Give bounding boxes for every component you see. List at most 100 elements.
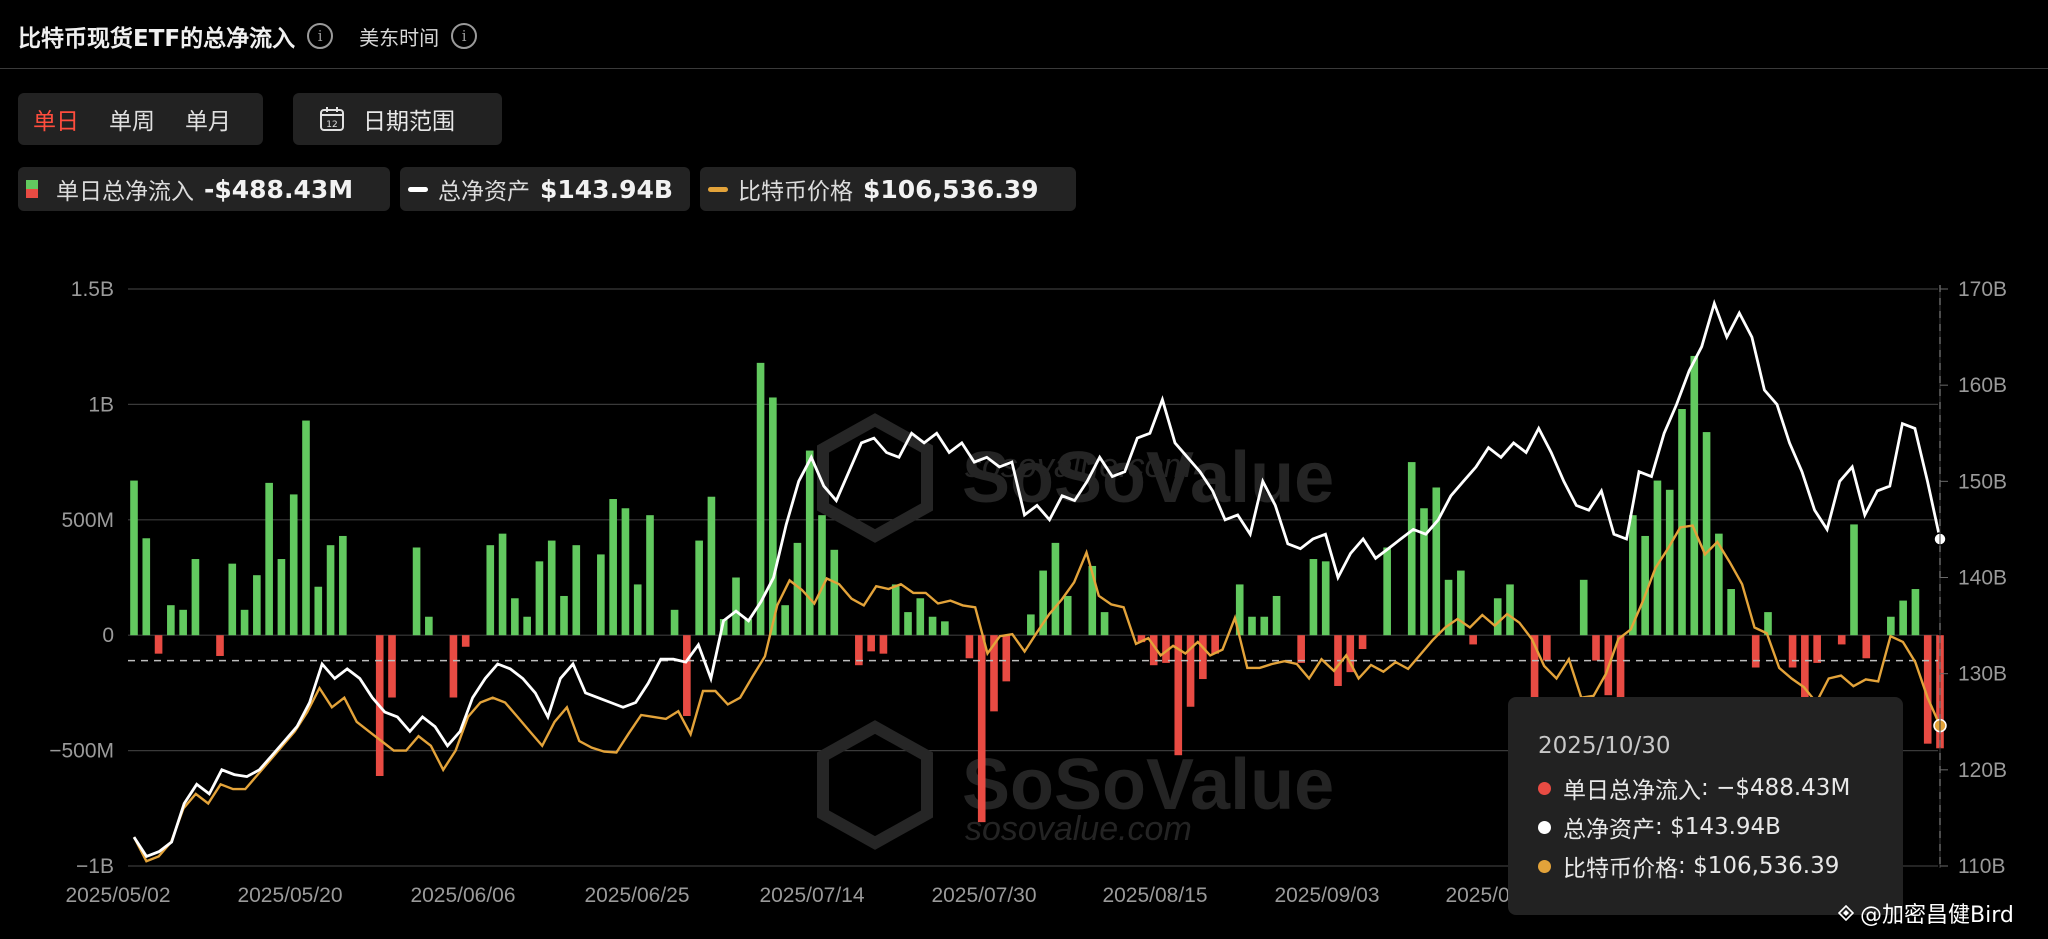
bar-inflow <box>1899 600 1907 636</box>
bar-outflow <box>879 635 888 654</box>
bar-inflow <box>1629 515 1637 636</box>
bar-outflow <box>1837 635 1846 645</box>
bar-inflow <box>1493 598 1502 636</box>
bar-outflow <box>1616 635 1625 703</box>
bar-outflow <box>1801 635 1809 698</box>
inflow-bars <box>130 355 1944 823</box>
bar-inflow <box>289 494 298 636</box>
bar-outflow <box>867 635 875 652</box>
page-title: 比特币现货ETF的总净流入 <box>18 26 296 52</box>
bar-inflow <box>277 559 286 636</box>
binance-logo-icon <box>1838 905 1854 921</box>
info-icon[interactable]: i <box>307 23 334 49</box>
bar-inflow <box>756 362 765 636</box>
y-left-tick-label: −500M <box>49 740 114 763</box>
bar-outflow <box>154 635 163 654</box>
bar-inflow <box>1248 616 1256 636</box>
bar-inflow <box>744 619 753 636</box>
bar-outflow <box>1592 635 1600 661</box>
bar-inflow <box>1088 565 1097 636</box>
bar-inflow <box>670 609 679 636</box>
bar-inflow <box>1911 589 1920 636</box>
bar-outflow <box>216 635 224 656</box>
bar-inflow <box>1641 535 1649 636</box>
bar-inflow <box>597 554 605 636</box>
y-left-tick-label: 1.5B <box>71 278 114 301</box>
bar-inflow <box>1665 489 1674 636</box>
info-icon[interactable]: i <box>451 23 478 49</box>
bar-inflow <box>511 598 519 636</box>
bar-inflow <box>916 598 925 636</box>
y-left-tick-label: 0 <box>102 624 114 647</box>
tooltip-value: $143.94B <box>1670 814 1781 840</box>
bar-outflow <box>1923 635 1932 744</box>
y-right-tick-label: 110B <box>1958 855 2006 878</box>
bar-outflow <box>990 635 998 712</box>
bar-outflow <box>1469 635 1477 645</box>
bar-inflow <box>891 584 900 636</box>
bar-inflow <box>179 609 187 636</box>
bar-inflow <box>486 545 495 636</box>
bar-outflow <box>965 635 974 659</box>
bar-inflow <box>240 609 249 636</box>
divider <box>0 68 2048 69</box>
bar-inflow <box>142 538 151 636</box>
tab-weekly[interactable]: 单周 <box>109 109 155 135</box>
tab-monthly[interactable]: 单月 <box>185 109 231 135</box>
x-tick-label: 2025/06/25 <box>584 884 689 907</box>
bar-outflow <box>1137 635 1146 643</box>
dot-icon <box>1538 781 1551 795</box>
tooltip-row-assets: 总净资产: $143.94B <box>1538 810 1781 844</box>
bar-inflow <box>314 586 323 636</box>
period-tabs: 单日 单周 单月 <box>18 93 263 145</box>
bar-inflow <box>1100 612 1109 636</box>
line-swatch-icon <box>708 186 728 192</box>
bar-inflow <box>339 535 347 636</box>
tooltip-label: 比特币价格 <box>1563 856 1678 882</box>
dot-icon <box>1538 859 1551 873</box>
date-range-label: 日期范围 <box>363 109 455 135</box>
legend-item-total-assets[interactable]: 总净资产 $143.94B <box>400 167 690 211</box>
bar-outflow <box>1297 635 1305 663</box>
bar-inflow <box>781 605 789 636</box>
bar-inflow <box>719 619 728 636</box>
bar-inflow <box>695 540 703 636</box>
bar-outflow <box>1149 635 1158 666</box>
legend-item-btc-price[interactable]: 比特币价格 $106,536.39 <box>700 167 1076 211</box>
bar-inflow <box>425 616 433 636</box>
bar-inflow <box>818 515 826 636</box>
bar-outflow <box>683 635 691 716</box>
date-range-button[interactable]: 12 日期范围 <box>293 93 502 145</box>
line-swatch-icon <box>408 186 428 192</box>
tab-daily[interactable]: 单日 <box>33 109 79 135</box>
bar-outflow <box>1162 635 1170 663</box>
legend-value: $143.94B <box>540 174 673 204</box>
bar-inflow <box>191 559 200 636</box>
y-right-tick-label: 150B <box>1958 470 2007 493</box>
bar-inflow <box>904 612 912 636</box>
tooltip-label: 总净资产 <box>1563 817 1655 843</box>
watermark-url: sosovalue.com <box>965 810 1192 848</box>
bar-inflow <box>228 563 237 636</box>
legend-item-daily-inflow[interactable]: 单日总净流入 -$488.43M <box>18 167 390 211</box>
y-right-tick-label: 120B <box>1958 759 2007 782</box>
bar-outflow <box>449 635 458 698</box>
legend-value: $106,536.39 <box>863 174 1039 204</box>
y-left-tick-label: −1B <box>76 855 114 878</box>
bar-inflow <box>609 499 617 636</box>
sosovalue-logo-icon <box>817 413 933 543</box>
bar-outflow <box>1751 635 1760 668</box>
tooltip-label: 单日总净流入 <box>1563 778 1701 804</box>
author-credit: @加密昌健Bird <box>1838 897 2014 929</box>
tooltip-value: −$488.43M <box>1716 775 1851 801</box>
tooltip-row-price: 比特币价格: $106,536.39 <box>1538 849 1839 883</box>
legend-value: -$488.43M <box>204 174 354 204</box>
bar-inflow <box>1407 462 1416 636</box>
bar-inflow <box>1887 616 1895 636</box>
bar-inflow <box>732 577 740 636</box>
bar-inflow <box>1702 432 1711 636</box>
bar-inflow <box>1727 589 1735 636</box>
bar-inflow <box>941 621 949 636</box>
calendar-icon: 12 <box>320 107 344 131</box>
